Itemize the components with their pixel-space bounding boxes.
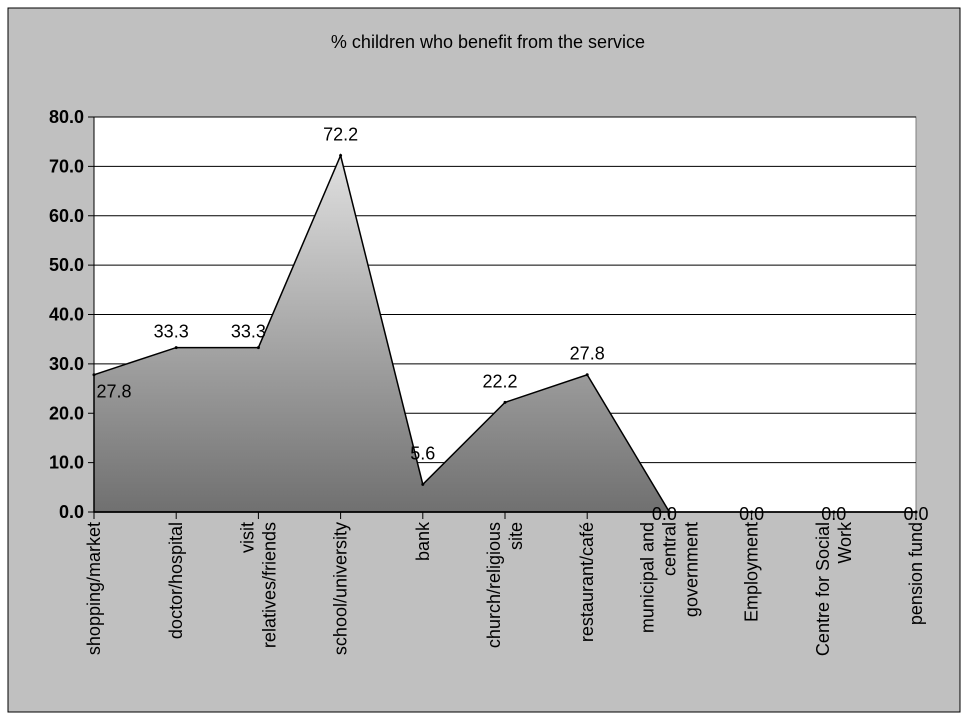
y-tick-label: 50.0	[49, 255, 84, 275]
x-tick-label-line: restaurant/café	[577, 522, 597, 642]
y-axis-ticks: 0.0 10.0 20.0 30.0 40.0 50.0 60.0 70.0 80.0	[49, 107, 94, 522]
x-tick-label-line: shopping/market	[84, 522, 104, 655]
y-tick-label: 20.0	[49, 403, 84, 423]
x-tick-label-line: doctor/hospital	[166, 522, 186, 639]
chart-title: % children who benefit from the service	[331, 32, 645, 52]
y-tick-label: 40.0	[49, 305, 84, 325]
x-tick-label: restaurant/café	[577, 522, 597, 642]
y-tick-label: 60.0	[49, 206, 84, 226]
x-tick-label-line: pension fund	[906, 522, 926, 625]
x-tick-label: bank	[413, 521, 433, 561]
data-point	[750, 510, 754, 514]
data-point	[339, 154, 343, 158]
y-tick-label: 10.0	[49, 453, 84, 473]
data-label: 27.8	[570, 344, 605, 364]
data-point	[174, 346, 178, 350]
x-tick-label-line: site	[506, 522, 526, 550]
y-tick-label: 70.0	[49, 156, 84, 176]
data-label: 5.6	[410, 443, 435, 463]
x-tick-label-line: school/university	[331, 522, 351, 655]
x-tick-label: Employment	[742, 522, 762, 622]
x-tick-label: municipal and central government	[637, 522, 701, 633]
data-point	[256, 346, 260, 350]
data-label: 22.2	[482, 371, 517, 391]
x-tick-label-line: municipal and	[637, 522, 657, 633]
data-label: 0.0	[739, 504, 764, 524]
x-tick-label: shopping/market	[84, 522, 104, 655]
y-tick-label: 80.0	[49, 107, 84, 127]
x-tick-label: church/religious site	[484, 522, 526, 648]
data-label: 33.3	[231, 322, 266, 342]
x-tick-label: visit relatives/friends	[237, 522, 279, 648]
x-tick-label-line: Employment	[742, 522, 762, 622]
data-point	[667, 510, 671, 514]
x-tick-label-line: church/religious	[484, 522, 504, 648]
x-tick-label: doctor/hospital	[166, 522, 186, 639]
x-tick-label: school/university	[331, 522, 351, 655]
x-tick-label-line: bank	[413, 521, 433, 561]
data-points	[92, 154, 918, 514]
data-label: 0.0	[821, 504, 846, 524]
data-point	[832, 510, 836, 514]
x-tick-label-line: visit	[237, 522, 257, 553]
data-label: 33.3	[154, 322, 189, 342]
data-point	[421, 482, 425, 486]
x-axis-ticks: shopping/market doctor/hospital visit relat…	[84, 512, 926, 656]
y-tick-label: 0.0	[59, 502, 84, 522]
x-tick-label-line: central	[659, 522, 679, 576]
x-tick-label: Centre for Social Work	[813, 521, 855, 656]
data-point	[503, 400, 507, 404]
x-tick-label: pension fund	[906, 522, 926, 625]
data-label: 0.0	[903, 504, 928, 524]
data-labels: 27.8 33.3 33.3 72.2 5.6 22.2 27.8 0.0 0.0 0.0 0.0	[96, 125, 928, 524]
data-point	[914, 510, 918, 514]
x-tick-label-line: relatives/friends	[259, 522, 279, 648]
x-tick-label-line: government	[681, 522, 701, 617]
data-label: 72.2	[323, 125, 358, 145]
y-tick-label: 30.0	[49, 354, 84, 374]
data-label: 0.0	[652, 504, 677, 524]
data-point	[92, 373, 96, 377]
x-tick-label-line: Work	[835, 521, 855, 564]
x-tick-label-line: Centre for Social	[813, 522, 833, 656]
data-point	[585, 373, 589, 377]
data-label: 27.8	[96, 382, 131, 402]
